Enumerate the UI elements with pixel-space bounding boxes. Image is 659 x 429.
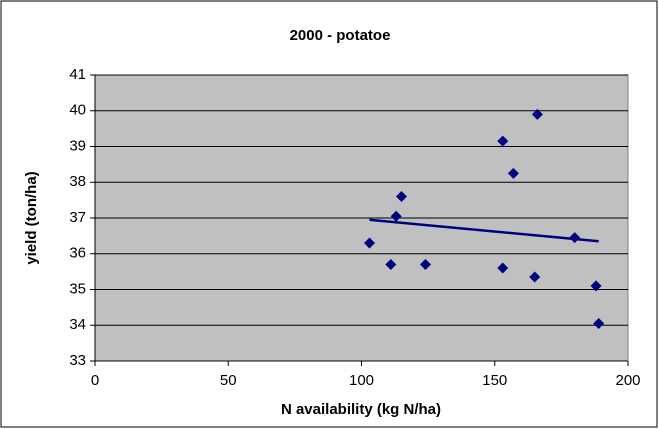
- point: [419, 258, 431, 270]
- y-tick-label: 36: [69, 245, 86, 262]
- y-tick-label: 37: [69, 209, 86, 226]
- point: [497, 135, 509, 147]
- y-tick-label: 34: [69, 316, 86, 333]
- point: [385, 258, 397, 270]
- y-axis-label: yield (ton/ha): [23, 171, 40, 264]
- chart-title: 2000 - potatoe: [290, 27, 391, 44]
- point: [395, 191, 407, 203]
- x-axis-label: N availability (kg N/ha): [281, 401, 441, 418]
- point: [529, 271, 541, 283]
- y-tick-label: 33: [69, 352, 86, 369]
- y-tick-label: 38: [69, 173, 86, 190]
- y-tick-label: 39: [69, 137, 86, 154]
- y-tick-label: 40: [69, 102, 86, 119]
- point: [531, 108, 543, 120]
- x-tick-label: 100: [349, 372, 374, 389]
- point: [507, 167, 519, 179]
- point: [497, 262, 509, 274]
- trendline: [369, 218, 599, 243]
- point: [390, 210, 402, 222]
- x-tick-label: 200: [615, 372, 640, 389]
- x-tick-label: 150: [482, 372, 507, 389]
- x-tick-label: 50: [220, 372, 237, 389]
- y-tick-label: 41: [69, 66, 86, 83]
- x-tick-label: 0: [91, 372, 99, 389]
- point: [593, 317, 605, 329]
- y-tick-label: 35: [69, 280, 86, 297]
- point: [590, 280, 602, 292]
- point: [363, 237, 375, 249]
